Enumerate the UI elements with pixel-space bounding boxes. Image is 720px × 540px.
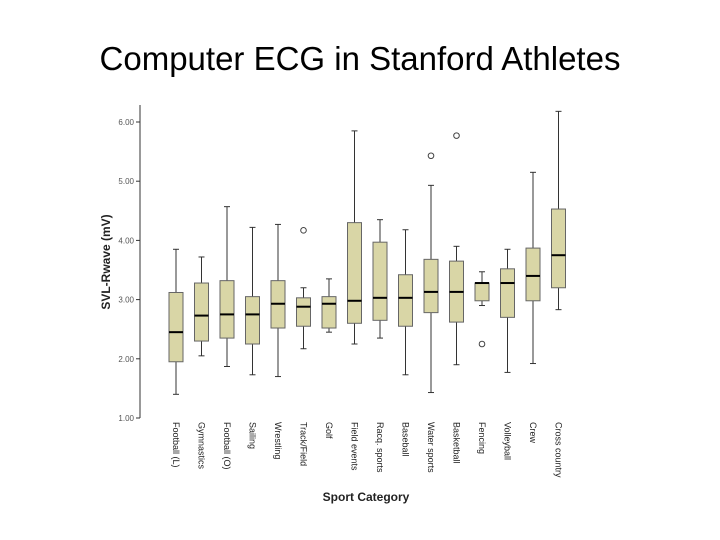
x-tick-label: Field events	[350, 422, 360, 471]
box-iqr	[245, 296, 260, 345]
box-iqr	[168, 291, 184, 363]
box-iqr	[474, 282, 490, 302]
box-1	[168, 248, 184, 395]
x-tick-label: Gymnastics	[197, 422, 207, 470]
x-tick-label: Crew	[528, 422, 538, 444]
box-iqr	[347, 222, 362, 324]
x-tick-label: Golf	[324, 422, 334, 439]
box-series	[168, 110, 566, 395]
box-iqr	[296, 297, 311, 327]
box-5	[270, 223, 286, 378]
x-axis-title: Sport Category	[323, 490, 410, 504]
x-tick-label: Football (O)	[222, 422, 232, 470]
y-axis-ticks: 1.00 2.00 3.00 4.00 5.00 6.00	[118, 118, 140, 423]
outlier-point	[300, 227, 307, 234]
x-tick-label: Baseball	[401, 422, 411, 457]
y-tick-label: 3.00	[118, 296, 134, 305]
box-iqr	[219, 280, 235, 339]
y-tick-label: 6.00	[118, 118, 134, 127]
x-tick-label: Track/Field	[299, 422, 309, 466]
x-axis-tick-labels: Football (L) Gymnastics Football (O) Sailin…	[171, 422, 564, 478]
box-7	[321, 278, 337, 333]
y-tick-label: 5.00	[118, 177, 134, 186]
x-tick-label: Water sports	[426, 422, 436, 473]
box-iqr	[423, 258, 439, 314]
box-6	[296, 227, 311, 350]
x-tick-label: Cross country	[554, 422, 564, 478]
box-4	[245, 226, 260, 376]
x-tick-label: Racq. sports	[375, 422, 385, 473]
box-15	[525, 171, 541, 365]
box-iqr	[500, 268, 515, 318]
x-tick-label: Wrestling	[273, 422, 283, 459]
box-3	[219, 206, 235, 367]
slide-title: Computer ECG in Stanford Athletes	[99, 40, 621, 77]
box-8	[347, 130, 362, 345]
box-9	[372, 219, 388, 339]
y-axis-title: SVL-Rwave (mV)	[99, 214, 113, 309]
box-iqr	[372, 241, 388, 321]
box-iqr	[551, 208, 566, 289]
box-10	[398, 229, 413, 376]
y-tick-label: 2.00	[118, 355, 134, 364]
box-14	[500, 248, 515, 373]
x-tick-label: Basketball	[452, 422, 462, 464]
outlier-point	[478, 340, 486, 348]
box-iqr	[525, 247, 541, 302]
x-tick-label: Fencing	[477, 422, 487, 454]
box-iqr	[321, 296, 337, 329]
box-16	[551, 110, 566, 311]
x-tick-label: Football (L)	[171, 422, 181, 468]
box-12	[449, 132, 464, 366]
box-2	[194, 256, 209, 357]
box-13	[474, 271, 490, 348]
box-iqr	[398, 274, 413, 327]
x-tick-label: Volleyball	[503, 422, 513, 460]
box-11	[423, 152, 439, 394]
outlier-point	[453, 132, 460, 139]
box-iqr	[194, 282, 209, 342]
x-tick-label: Sailing	[248, 422, 258, 449]
y-tick-label: 4.00	[118, 236, 134, 245]
y-tick-label: 1.00	[118, 414, 134, 423]
outlier-point	[427, 152, 435, 160]
